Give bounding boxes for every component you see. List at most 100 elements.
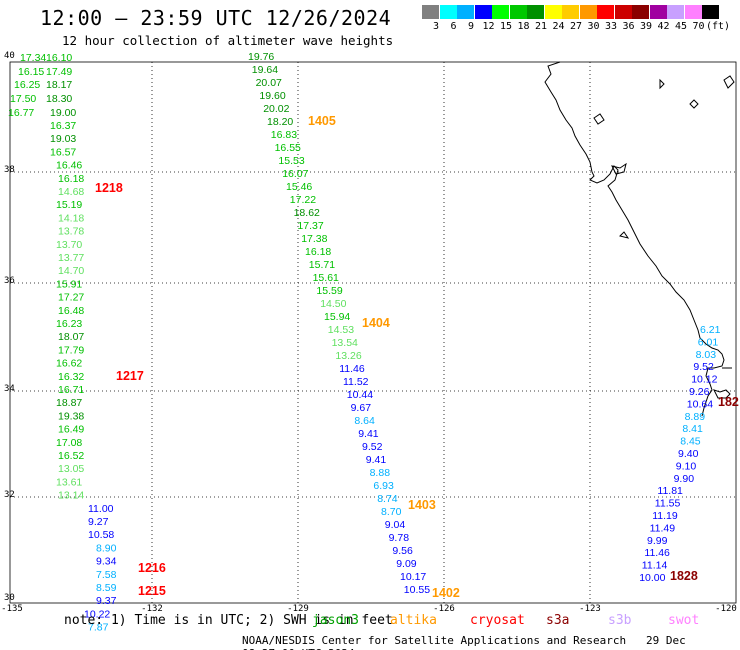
- legend-tick: 3: [433, 21, 440, 32]
- y-tick-label: 32: [4, 490, 15, 500]
- wave-height-value: 14.18: [58, 212, 84, 224]
- wave-height-value: 8.88: [370, 467, 391, 479]
- lake-outline: [689, 99, 699, 109]
- legend-tick: 27: [570, 21, 583, 32]
- x-tick-label: -123: [579, 604, 601, 614]
- wave-height-value: 6.01: [698, 336, 719, 348]
- wave-height-value: 16.37: [50, 120, 76, 132]
- legend-swatch: [632, 5, 649, 19]
- wave-height-value: 9.90: [674, 473, 695, 485]
- wave-height-value: 19.38: [58, 410, 84, 422]
- wave-height-value: 14.50: [320, 298, 346, 310]
- wave-height-value: 17.34: [20, 52, 46, 64]
- wave-height-value: 16.57: [50, 146, 76, 158]
- wave-height-value: 9.99: [647, 535, 668, 547]
- wave-height-value: 10.12: [691, 374, 717, 386]
- wave-height-value: 14.68: [58, 186, 84, 198]
- legend-swatch: [649, 5, 667, 19]
- legend-swatch: [597, 5, 614, 19]
- legend-swatch: [579, 5, 597, 19]
- map-frame: [9, 61, 737, 604]
- wave-height-value: 16.83: [271, 129, 297, 141]
- wave-height-value: 9.56: [392, 545, 413, 557]
- wave-height-value: 16.25: [14, 79, 40, 91]
- satellite-s3a: s3a: [546, 613, 570, 628]
- legend-swatch: [684, 5, 702, 19]
- bay-outline: [611, 162, 627, 175]
- legend-tick: 36: [622, 21, 635, 32]
- wave-height-value: 18.62: [294, 207, 320, 219]
- wave-height-value: 8.70: [381, 506, 402, 518]
- wave-height-value: 16.15: [18, 66, 44, 78]
- wave-height-value: 20.07: [256, 77, 282, 89]
- satellite-cryosat: cryosat: [470, 613, 525, 628]
- legend-swatch: [702, 5, 719, 19]
- legend-swatch: [562, 5, 579, 19]
- wave-height-value: 16.52: [58, 450, 84, 462]
- footnote: note: 1) Time is in UTC; 2) SWH is in fe…: [64, 613, 393, 628]
- timestamp: 29 Dec 08:27:00 UTC 2024: [242, 634, 686, 650]
- legend-tick: 12: [482, 21, 495, 32]
- wave-height-value: 9.26: [689, 386, 710, 398]
- wave-height-value: 17.38: [301, 233, 327, 245]
- wave-height-value: 15.46: [286, 181, 312, 193]
- legend-tick: 33: [605, 21, 618, 32]
- wave-height-value: 19.60: [259, 90, 285, 102]
- wave-height-value: 14.70: [58, 265, 84, 277]
- wave-height-value: 9.09: [396, 558, 417, 570]
- x-tick-label: -126: [433, 604, 455, 614]
- legend-tick: 30: [587, 21, 600, 32]
- y-tick-label: 34: [4, 384, 15, 394]
- legend-swatch: [439, 5, 457, 19]
- wave-height-value: 11.55: [655, 498, 681, 510]
- y-tick-label: 38: [4, 165, 15, 175]
- legend-tick: 18: [517, 21, 530, 32]
- legend-tick: 24: [552, 21, 565, 32]
- wave-height-value: 13.70: [56, 239, 82, 251]
- wave-height-value: 15.71: [309, 259, 335, 271]
- x-tick-label: -129: [287, 604, 309, 614]
- wave-height-value: 8.74: [377, 493, 398, 505]
- wave-height-value: 20.02: [263, 103, 289, 115]
- wave-height-value: 15.19: [56, 199, 82, 211]
- legend-unit: (ft): [706, 21, 731, 32]
- wave-height-value: 9.67: [351, 402, 372, 414]
- wave-height-value: 10.55: [404, 584, 430, 596]
- page-title: 12:00 — 23:59 UTC 12/26/2024: [40, 6, 392, 30]
- wave-height-value: 9.34: [96, 556, 117, 568]
- wave-height-value: 16.18: [305, 246, 331, 258]
- pass-number-label: 1405: [308, 114, 336, 128]
- lake-outline: [619, 231, 630, 239]
- wave-height-value: 11.14: [642, 560, 668, 572]
- legend-swatch: [492, 5, 509, 19]
- island-outline: [713, 389, 731, 399]
- coastline: [544, 61, 725, 417]
- wave-height-value: 7.58: [96, 569, 117, 581]
- wave-height-value: 16.48: [58, 305, 84, 317]
- pass-number-label: 1215: [138, 584, 166, 598]
- wave-height-value: 19.00: [50, 107, 76, 119]
- legend-tick: 15: [500, 21, 513, 32]
- wave-height-value: 8.59: [96, 582, 117, 594]
- wave-height-value: 10.17: [400, 571, 426, 583]
- wave-height-value: 8.41: [682, 423, 703, 435]
- wave-height-value: 14.53: [328, 324, 354, 336]
- wave-height-value: 9.52: [693, 361, 714, 373]
- wave-height-value: 18.17: [46, 79, 72, 91]
- wave-height-value: 10.00: [639, 572, 665, 584]
- pass-number-label: 1216: [138, 561, 166, 575]
- wave-height-value: 11.46: [644, 547, 670, 559]
- wave-height-value: 9.40: [678, 448, 699, 460]
- wave-height-value: 17.50: [10, 93, 36, 105]
- wave-height-value: 16.62: [56, 358, 82, 370]
- wave-height-value: 9.27: [88, 516, 109, 528]
- wave-height-value: 13.26: [335, 350, 361, 362]
- wave-height-value: 16.10: [46, 52, 72, 64]
- wave-height-value: 17.22: [290, 194, 316, 206]
- credit-line: NOAA/NESDIS Center for Satellite Applica…: [242, 634, 740, 650]
- legend-swatch: [509, 5, 527, 19]
- legend-tick: 39: [640, 21, 653, 32]
- satellite-jason3: jason3: [312, 613, 359, 628]
- x-tick-label: -132: [141, 604, 163, 614]
